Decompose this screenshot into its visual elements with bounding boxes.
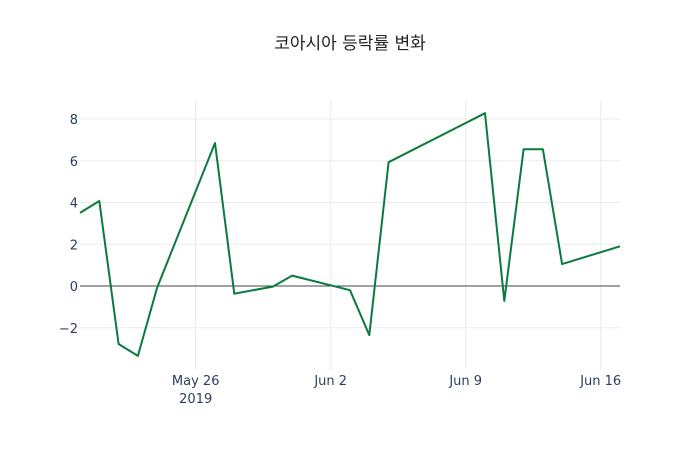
y-tick-label: 8 [70,113,78,128]
y-tick-label: 0 [70,280,78,295]
y-tick-label: 6 [70,155,78,170]
x-tick-label: Jun 2 [313,374,347,389]
x-tick-label: Jun 16 [579,374,621,389]
series-line [79,112,621,357]
y-tick-label: 2 [70,238,78,253]
x-gridlines [195,100,602,370]
y-axis-tick-labels: −2 0 2 4 6 8 [59,113,78,337]
y-tick-label: 4 [70,197,78,212]
x-tick-label: May 26 [172,374,220,389]
y-tick-label: −2 [59,322,78,337]
x-axis-tick-labels: May 26 Jun 2 Jun 9 Jun 16 [172,374,621,389]
x-axis-year-label: 2019 [179,392,212,407]
x-tick-label: Jun 9 [448,374,482,389]
chart-title: 코아시아 등락률 변화 [274,34,426,54]
y-gridlines [80,118,620,329]
